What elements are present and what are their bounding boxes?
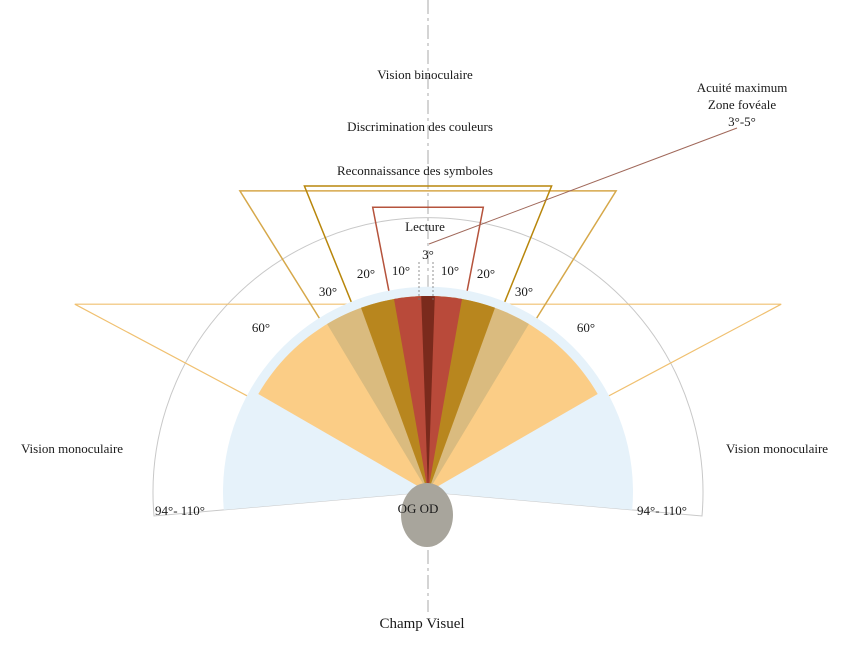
fovea-label-1: Acuité maximum bbox=[697, 80, 788, 95]
angle-right-mono: 94°- 110° bbox=[637, 503, 687, 518]
angle-right-30: 30° bbox=[515, 284, 533, 299]
fovea-label-3: 3°-5° bbox=[728, 114, 756, 129]
fovea-pointer-line bbox=[428, 127, 738, 245]
angle-left-mono: 94°- 110° bbox=[155, 503, 205, 518]
symbols-label: Reconnaissance des symboles bbox=[337, 163, 493, 178]
eyes-label: OG OD bbox=[398, 501, 439, 516]
angle-right-60: 60° bbox=[577, 320, 595, 335]
monocular-left-label: Vision monoculaire bbox=[21, 441, 123, 456]
angle-left-30: 30° bbox=[319, 284, 337, 299]
fovea-label-2: Zone fovéale bbox=[708, 97, 776, 112]
fovea-angle-label: 3° bbox=[422, 247, 434, 262]
angle-left-20: 20° bbox=[357, 266, 375, 281]
reading-label: Lecture bbox=[405, 219, 445, 234]
angle-right-20: 20° bbox=[477, 266, 495, 281]
angle-right-10: 10° bbox=[441, 263, 459, 278]
angle-left-10: 10° bbox=[392, 263, 410, 278]
binocular-label: Vision binoculaire bbox=[377, 67, 473, 82]
diagram-title: Champ Visuel bbox=[379, 616, 464, 632]
colors-label: Discrimination des couleurs bbox=[347, 119, 493, 134]
angle-left-60: 60° bbox=[252, 320, 270, 335]
monocular-outline bbox=[152, 217, 704, 517]
eyes-ellipse bbox=[401, 483, 453, 547]
fan-3-degrees bbox=[421, 295, 435, 492]
monocular-right-label: Vision monoculaire bbox=[726, 441, 828, 456]
